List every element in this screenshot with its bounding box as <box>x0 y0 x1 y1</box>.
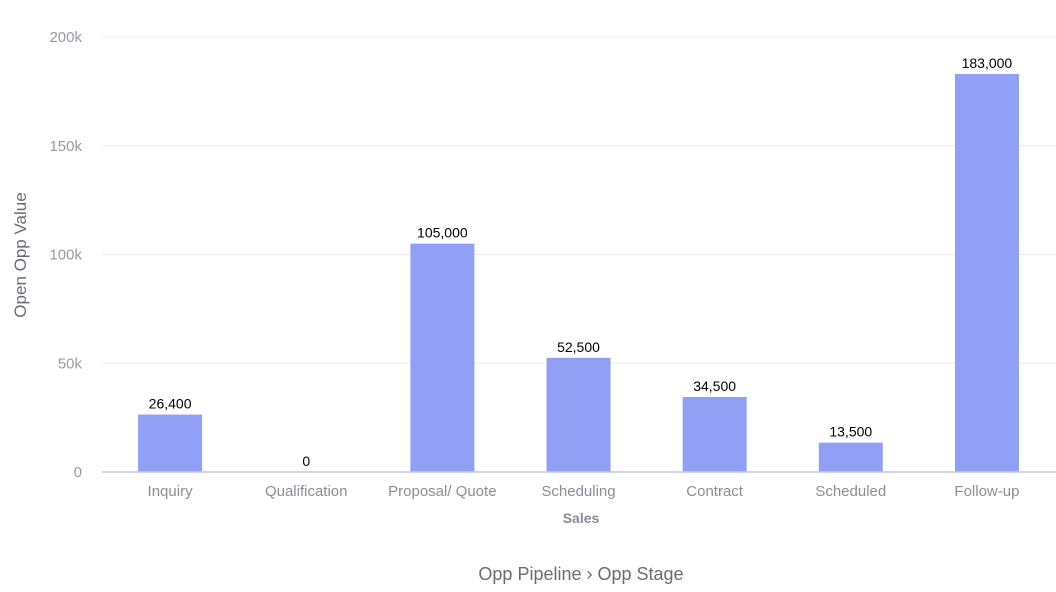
y-axis-title: Open Opp Value <box>11 192 30 317</box>
data-label: 0 <box>302 453 310 469</box>
x-category-label: Contract <box>686 483 744 500</box>
bar[interactable] <box>954 73 1019 472</box>
x-category-label: Scheduled <box>815 483 886 500</box>
y-tick-label: 0 <box>74 464 82 481</box>
bar[interactable] <box>546 357 611 472</box>
y-tick-label: 100k <box>49 247 82 264</box>
x-category-label: Qualification <box>265 483 348 500</box>
data-label: 26,400 <box>149 396 192 412</box>
x-category-label: Scheduling <box>541 483 615 500</box>
x-group-label: Sales <box>563 510 600 526</box>
x-category-label: Inquiry <box>148 483 194 500</box>
y-tick-label: 50k <box>58 355 83 372</box>
data-label: 13,500 <box>829 424 872 440</box>
y-axis-ticks: 0 50k 100k 150k 200k <box>49 29 82 481</box>
bars <box>138 73 1019 472</box>
x-category-label: Proposal/ Quote <box>388 483 496 500</box>
x-axis-categories: Inquiry Qualification Proposal/ Quote Sched… <box>148 483 1020 500</box>
data-labels: 26,400 0 105,000 52,500 34,500 13,500 183,000 <box>149 55 1013 469</box>
bar[interactable] <box>410 243 475 472</box>
bar[interactable] <box>818 442 883 472</box>
x-axis-title: Opp Pipeline › Opp Stage <box>478 564 683 584</box>
data-label: 52,500 <box>557 339 600 355</box>
y-tick-label: 150k <box>49 138 82 155</box>
gridlines <box>102 36 1056 364</box>
bar[interactable] <box>682 396 747 472</box>
y-tick-label: 200k <box>49 29 82 46</box>
x-category-label: Follow-up <box>954 483 1019 500</box>
bar[interactable] <box>138 414 203 472</box>
data-label: 105,000 <box>417 225 468 241</box>
data-label: 34,500 <box>693 378 736 394</box>
data-label: 183,000 <box>962 55 1013 71</box>
